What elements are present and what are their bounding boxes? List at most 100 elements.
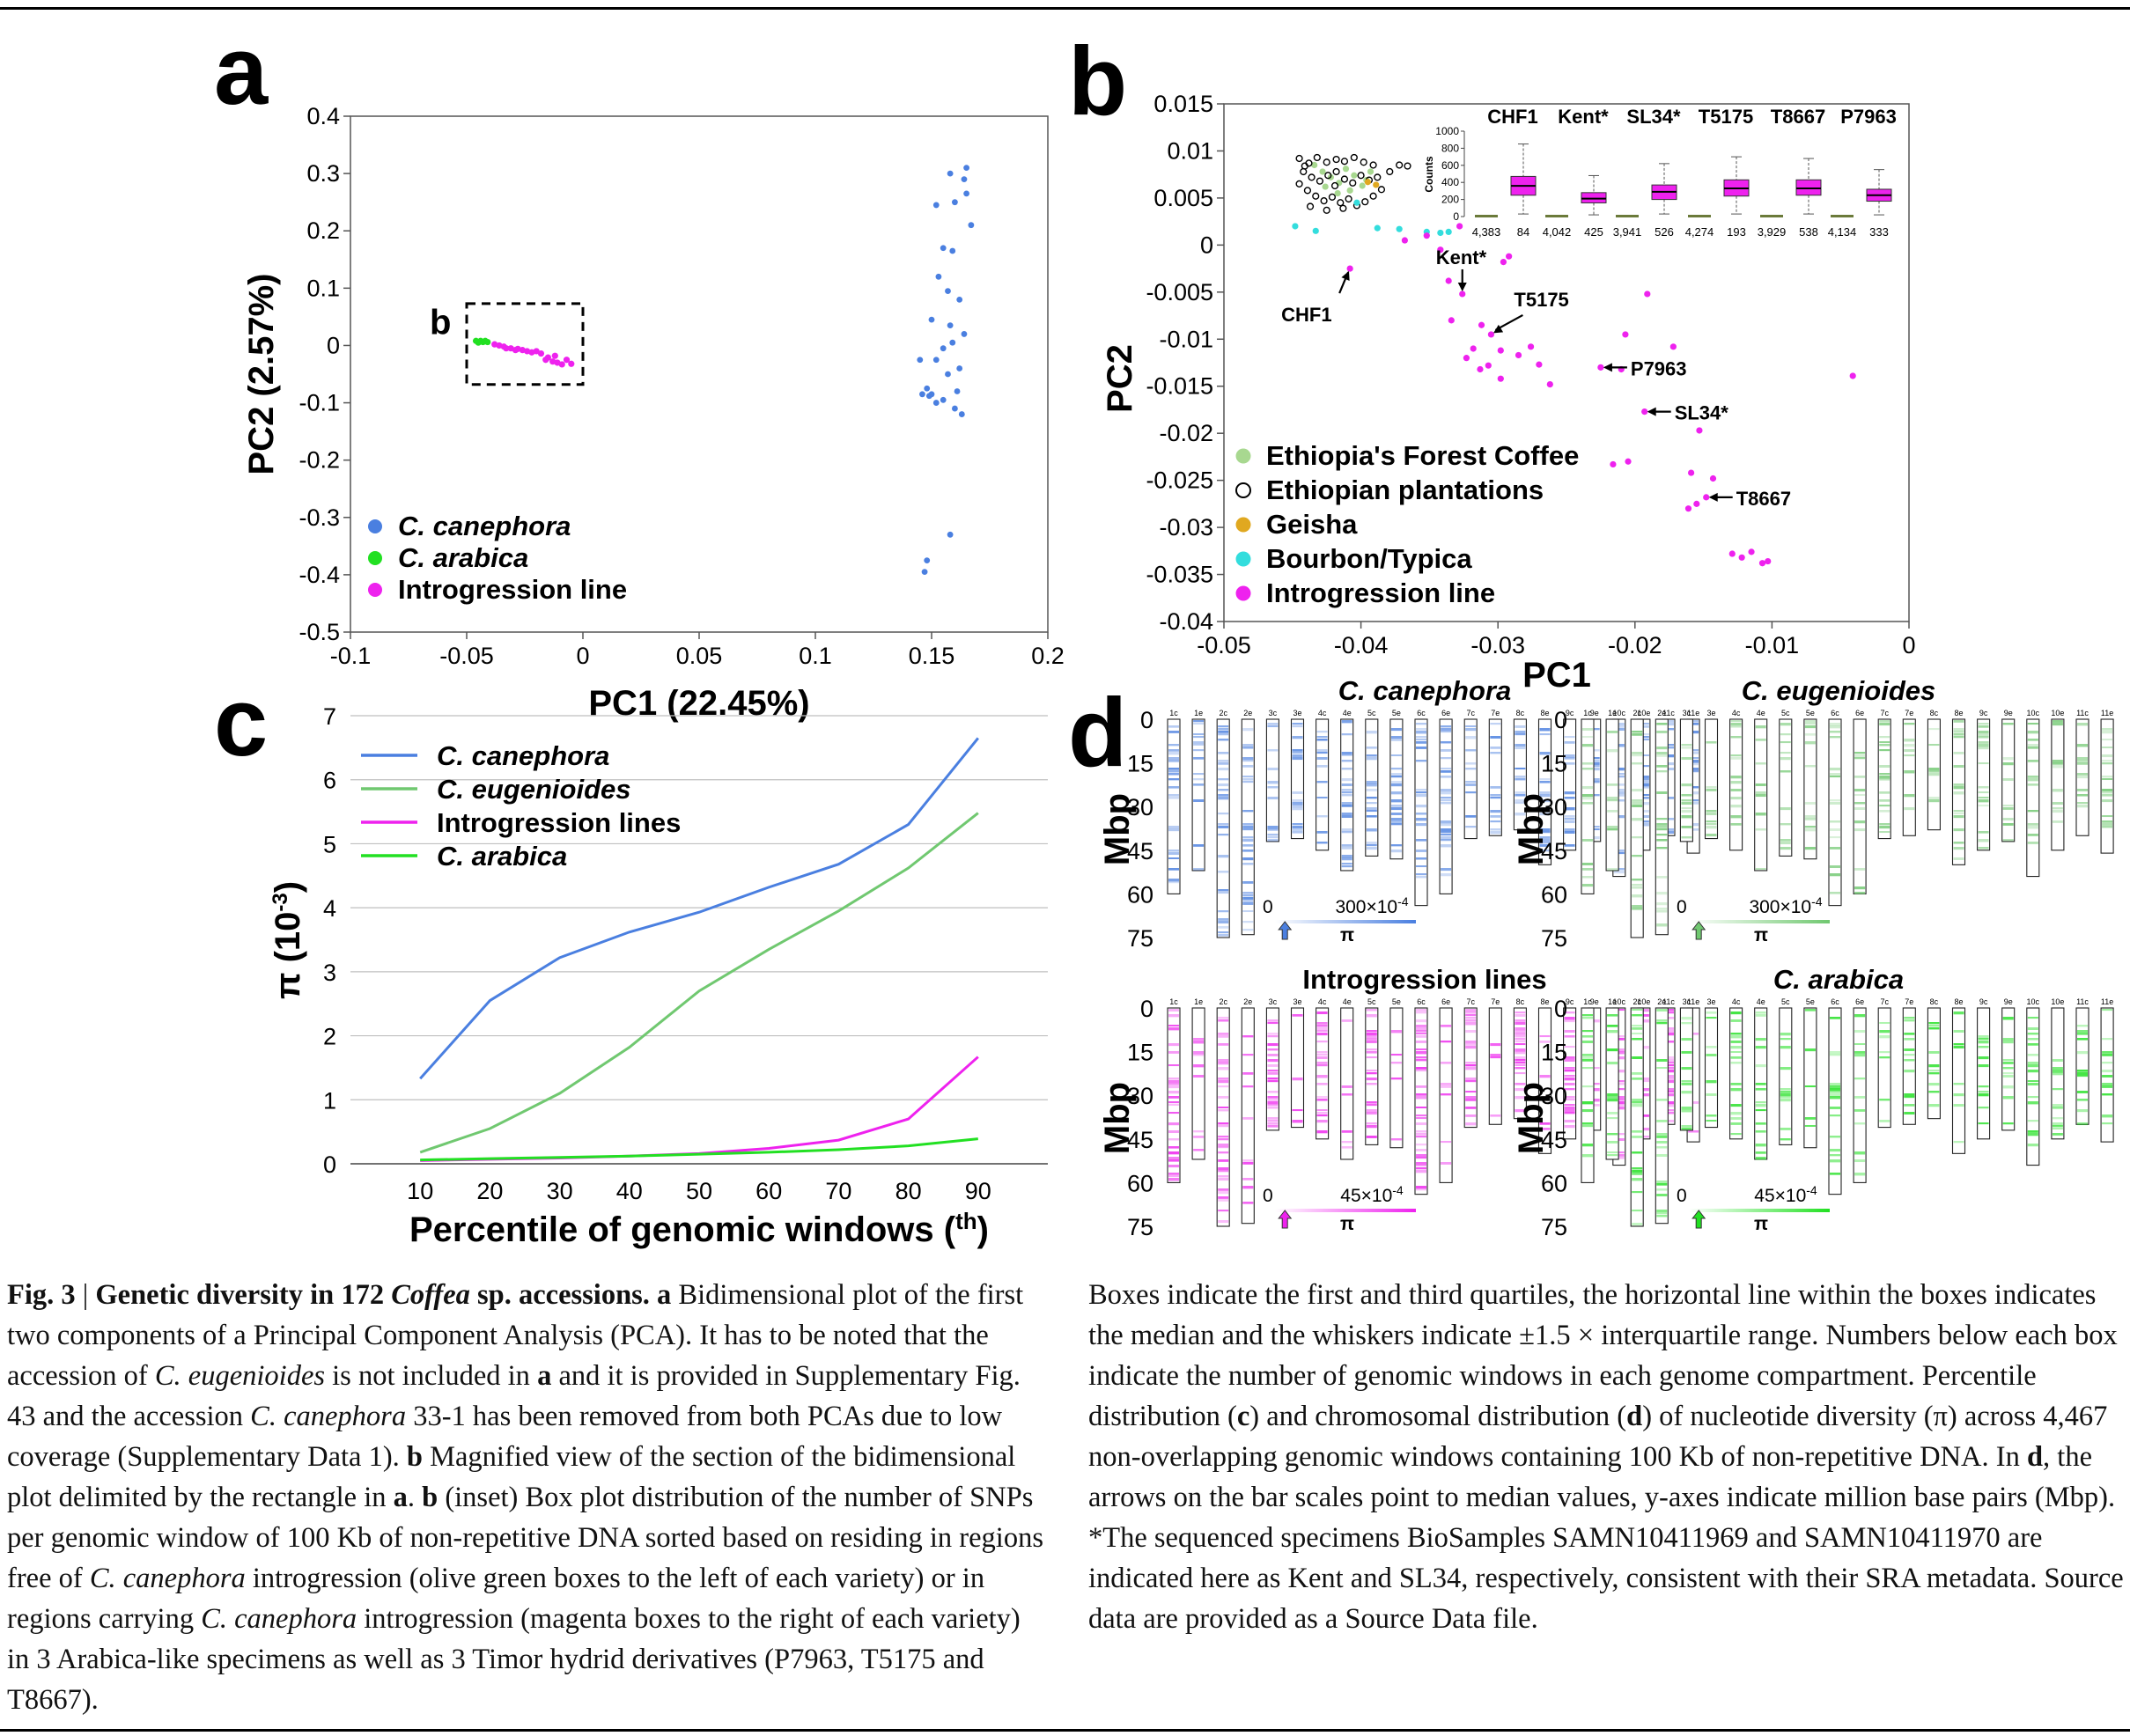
chromosome-label-10e: 10e	[2051, 997, 2064, 1006]
pi-stripe	[1928, 1083, 1940, 1086]
pi-stripe	[1316, 731, 1328, 733]
pi-stripe	[1780, 757, 1791, 761]
pi-stripe	[1879, 1035, 1890, 1039]
pi-stripe	[1656, 1188, 1668, 1191]
pi-stripe	[2027, 1038, 2038, 1041]
chromosome-bar-8c	[1513, 718, 1527, 831]
pi-stripe	[1441, 836, 1452, 840]
pi-stripe	[1688, 768, 1699, 771]
pi-stripe	[1681, 1107, 1692, 1110]
point-c-canephora	[947, 322, 954, 329]
pi-stripe	[1416, 1067, 1426, 1070]
chromosome-label-11e: 11e	[1687, 709, 1699, 717]
point-introgression-line	[1437, 246, 1444, 254]
caption-segment: 33-1 has been removed from both PCAs due…	[7, 1401, 1003, 1473]
inset-n-free: 4,383	[1472, 225, 1501, 239]
point-ethiopian-plantations	[1357, 172, 1365, 180]
pi-stripe	[1730, 1011, 1742, 1015]
pi-stripe	[1613, 791, 1625, 795]
pi-stripe	[1218, 1188, 1229, 1191]
pi-stripe	[1830, 1017, 1840, 1019]
pi-stripe	[1416, 1070, 1426, 1072]
pi-stripe	[1564, 1070, 1575, 1072]
x-tick-label: 90	[965, 1178, 991, 1204]
inset-n-free: 4,134	[1828, 225, 1857, 239]
pi-stripe	[1416, 1093, 1426, 1096]
pi-stripe	[1515, 731, 1526, 734]
pi-stripe	[1292, 1109, 1303, 1112]
pi-scale-max: 45×10-4	[1754, 1183, 1817, 1206]
legend-label-c-canephora: C. canephora	[437, 740, 609, 771]
pi-stripe	[1780, 733, 1791, 736]
pi-stripe	[1390, 781, 1402, 784]
pi-stripe	[1582, 797, 1593, 800]
pi-stripe	[1564, 1078, 1575, 1081]
pi-stripe	[1953, 1043, 1964, 1046]
point-bourbon-typica	[1292, 223, 1299, 230]
pi-stripe	[1978, 847, 1989, 850]
pi-stripe	[1168, 1138, 1179, 1141]
pi-stripe	[1416, 873, 1426, 876]
pi-stripe	[1854, 1122, 1866, 1125]
chromosome-label-5e: 5e	[1392, 709, 1401, 717]
pi-stripe	[1953, 720, 1964, 723]
pi-stripe	[1632, 762, 1643, 765]
pi-stripe	[1755, 1144, 1766, 1147]
chromosome-bar-3e	[1290, 718, 1305, 840]
chromosome-label-3c: 3c	[1269, 709, 1278, 717]
pi-stripe	[1341, 813, 1352, 816]
pi-stripe	[1632, 789, 1643, 792]
point-ethiopian-plantations	[1374, 173, 1382, 181]
pi-scale-min: 0	[1677, 897, 1687, 917]
pi-stripe	[1582, 1014, 1593, 1017]
point-introgression-line	[1758, 560, 1766, 567]
pi-stripe	[1267, 1059, 1279, 1063]
pi-stripe	[1638, 736, 1649, 739]
point-ethiopia-s-forest-coffee	[1359, 182, 1366, 189]
pi-stripe	[1490, 752, 1501, 754]
inset-group-p7963: P7963	[1840, 106, 1897, 128]
pi-stripe	[1316, 765, 1328, 768]
pi-stripe	[1515, 1088, 1526, 1092]
pi-stripe	[1582, 1041, 1593, 1043]
pi-stripe	[1267, 1091, 1279, 1093]
pi-stripe	[1632, 1130, 1643, 1133]
pi-stripe	[1904, 1033, 1915, 1035]
pi-stripe	[1613, 773, 1625, 776]
pi-stripe	[1928, 1070, 1940, 1072]
pi-stripe	[2027, 826, 2038, 829]
pi-stripe	[1804, 1125, 1816, 1128]
pi-stripe	[1613, 1080, 1625, 1083]
pi-stripe	[1613, 1009, 1625, 1011]
pi-stripe	[1632, 1056, 1643, 1060]
pi-stripe	[1316, 1011, 1328, 1015]
pi-stripe	[1390, 1030, 1402, 1034]
pi-stripe	[1218, 1170, 1229, 1173]
x-tick-label: -0.04	[1334, 632, 1389, 658]
pi-stripe	[1607, 783, 1618, 786]
pi-stripe	[1390, 850, 1402, 853]
point-c-canephora	[954, 388, 961, 394]
pi-stripe	[1218, 1096, 1229, 1099]
pi-stripe	[1218, 1107, 1229, 1109]
chromosome-label-1c: 1c	[1583, 709, 1592, 717]
pi-stripe	[1953, 857, 1964, 860]
pi-stripe	[1638, 794, 1649, 797]
pi-stripe	[1416, 1009, 1426, 1011]
pi-stripe	[1978, 797, 1989, 799]
y-tick-label: 2	[323, 1024, 336, 1050]
pi-stripe	[1193, 783, 1205, 786]
pi-stripe	[1341, 855, 1352, 858]
annotation-arrow-head	[1603, 363, 1612, 372]
pi-stripe	[1904, 1093, 1915, 1097]
pi-stripe	[1830, 736, 1840, 739]
pi-stripe	[1730, 797, 1742, 800]
point-ethiopian-plantations	[1360, 158, 1367, 166]
pi-stripe	[1193, 1064, 1205, 1068]
pi-stripe	[1390, 799, 1402, 803]
pi-stripe	[1830, 802, 1840, 805]
pi-stripe	[1441, 728, 1452, 732]
pi-stripe	[1879, 1120, 1890, 1122]
pi-stripe	[1366, 789, 1377, 791]
pi-stripe	[1730, 757, 1742, 760]
